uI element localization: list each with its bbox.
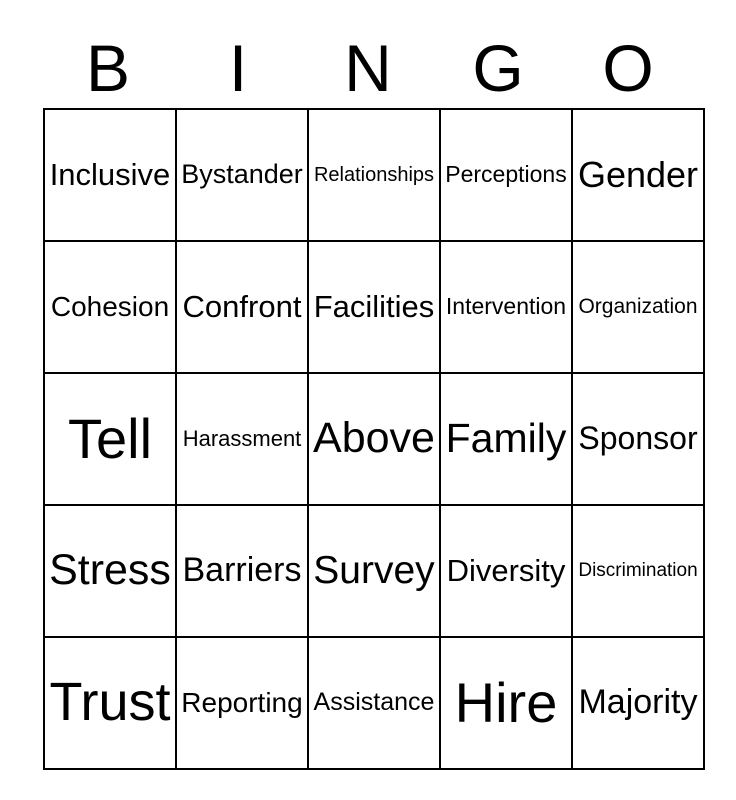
bingo-header-letter: O — [602, 31, 654, 105]
bingo-cell-text: Organization — [578, 295, 698, 319]
bingo-cell-text: Reporting — [181, 686, 303, 718]
bingo-cell-text: Survey — [313, 548, 435, 592]
bingo-grid-body: Inclusive Bystander Relationships Perceptio… — [43, 108, 705, 770]
bingo-row: Tell Harassment Above Family Sponsor — [43, 372, 705, 506]
bingo-cell[interactable]: Inclusive — [43, 108, 177, 242]
bingo-cell-text: Barriers — [182, 551, 302, 590]
bingo-row: Cohesion Confront Facilities Intervention Or… — [43, 240, 705, 374]
bingo-cell[interactable]: Bystander — [175, 108, 309, 242]
bingo-cell-text: Confront — [182, 288, 302, 324]
bingo-cell-text: Stress — [49, 546, 171, 595]
bingo-cell[interactable]: Above — [307, 372, 441, 506]
bingo-cell[interactable]: Reporting — [175, 636, 309, 770]
bingo-cell-text: Tell — [67, 407, 153, 471]
bingo-cell-text: Harassment — [182, 425, 302, 451]
bingo-cell[interactable]: Gender — [571, 108, 705, 242]
bingo-cell[interactable]: Tell — [43, 372, 177, 506]
bingo-cell-text: Diversity — [446, 552, 566, 588]
bingo-header-letter: B — [85, 31, 131, 105]
bingo-cell[interactable]: Trust — [43, 636, 177, 770]
bingo-cell[interactable]: Family — [439, 372, 573, 506]
bingo-cell-text: Above — [313, 414, 435, 463]
bingo-cell-text: Intervention — [445, 293, 567, 320]
bingo-row: Stress Barriers Survey Diversity Discriminat… — [43, 504, 705, 638]
bingo-cell[interactable]: Diversity — [439, 504, 573, 638]
bingo-cell-text: Gender — [577, 154, 699, 196]
bingo-cell[interactable]: Barriers — [175, 504, 309, 638]
bingo-cell-text: Perceptions — [445, 161, 567, 188]
bingo-cell-text: Assistance — [313, 688, 435, 717]
bingo-cell[interactable]: Organization — [571, 240, 705, 374]
bingo-cell-text: Discrimination — [578, 559, 698, 581]
bingo-cell[interactable]: Harassment — [175, 372, 309, 506]
bingo-cell-text: Bystander — [181, 159, 303, 190]
bingo-cell[interactable]: Perceptions — [439, 108, 573, 242]
bingo-cell[interactable]: Assistance — [307, 636, 441, 770]
bingo-cell[interactable]: Stress — [43, 504, 177, 638]
bingo-row: Trust Reporting Assistance Hire Majority — [43, 636, 705, 770]
bingo-cell-text: Facilities — [313, 288, 435, 324]
bingo-cell[interactable]: Confront — [175, 240, 309, 374]
bingo-cell[interactable]: Sponsor — [571, 372, 705, 506]
bingo-cell-text: Relationships — [313, 164, 435, 186]
bingo-cell[interactable]: Relationships — [307, 108, 441, 242]
bingo-cell[interactable]: Facilities — [307, 240, 441, 374]
bingo-cell-text: Trust — [49, 672, 171, 733]
bingo-cell-text: Family — [445, 415, 567, 462]
bingo-cell[interactable]: Discrimination — [571, 504, 705, 638]
bingo-row: Inclusive Bystander Relationships Perceptio… — [43, 108, 705, 242]
bingo-cell[interactable]: Majority — [571, 636, 705, 770]
bingo-cell-text: Majority — [578, 683, 698, 722]
bingo-header-letter: G — [472, 31, 524, 105]
bingo-cell-text: Sponsor — [578, 420, 698, 457]
bingo-cell[interactable]: Survey — [307, 504, 441, 638]
bingo-header-letter: N — [344, 31, 392, 105]
bingo-cell[interactable]: Intervention — [439, 240, 573, 374]
bingo-grid: Inclusive Bystander Relationships Perceptio… — [43, 108, 705, 770]
bingo-cell-text: Hire — [454, 671, 558, 735]
bingo-cell[interactable]: Hire — [439, 636, 573, 770]
bingo-header-letter: I — [228, 31, 248, 105]
bingo-cell-text: Cohesion — [50, 290, 170, 322]
bingo-cell[interactable]: Cohesion — [43, 240, 177, 374]
bingo-cell-text: Inclusive — [49, 156, 171, 192]
